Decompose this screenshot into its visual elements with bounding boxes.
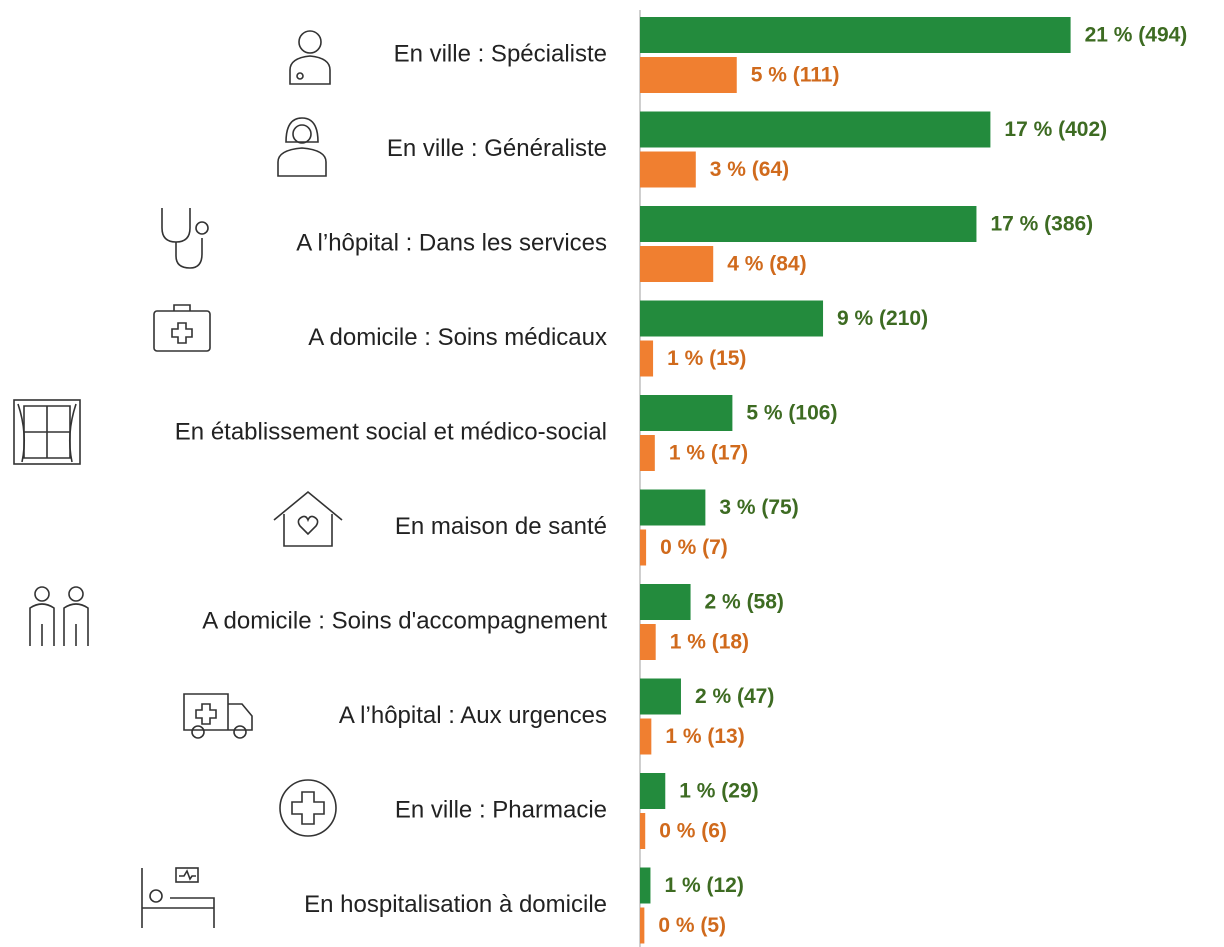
icon-generalist xyxy=(277,117,327,177)
bar xyxy=(640,57,737,93)
value-label: 17 % (386) xyxy=(990,213,1093,236)
bar xyxy=(640,867,651,904)
bar xyxy=(640,529,647,566)
bar xyxy=(640,907,645,944)
value-label: 1 % (29) xyxy=(679,780,758,803)
value-label: 0 % (7) xyxy=(660,536,728,559)
value-label: 0 % (6) xyxy=(659,820,727,843)
bar xyxy=(640,678,681,715)
value-label: 1 % (15) xyxy=(667,347,746,370)
category-label: A l’hôpital : Dans les services xyxy=(296,229,607,256)
value-label: 2 % (58) xyxy=(705,591,784,614)
value-label: 4 % (84) xyxy=(727,253,806,276)
bar xyxy=(640,300,824,337)
value-label: 17 % (402) xyxy=(1004,118,1107,141)
icon-people xyxy=(29,586,89,646)
icon-pharmacy xyxy=(279,779,337,837)
bar xyxy=(640,395,733,431)
icons xyxy=(13,30,343,928)
icon-window xyxy=(13,399,81,465)
bar xyxy=(640,340,654,377)
category-label: En établissement social et médico-social xyxy=(175,418,607,445)
value-label: 5 % (106) xyxy=(746,402,837,425)
value-label: 1 % (12) xyxy=(664,874,743,897)
value-label: 1 % (13) xyxy=(665,725,744,748)
category-label: En ville : Pharmacie xyxy=(395,796,607,823)
value-label: 0 % (5) xyxy=(658,914,726,937)
bar xyxy=(640,111,991,148)
icon-stethoscope xyxy=(161,208,209,269)
value-label: 21 % (494) xyxy=(1085,24,1188,47)
category-label: En ville : Spécialiste xyxy=(394,40,607,67)
value-label: 3 % (64) xyxy=(710,158,789,181)
value-label: 2 % (47) xyxy=(695,685,774,708)
icon-ambulance xyxy=(183,693,253,739)
value-label: 5 % (111) xyxy=(751,64,840,87)
bar xyxy=(640,489,706,526)
bar xyxy=(640,813,646,849)
category-label: En hospitalisation à domicile xyxy=(304,891,607,918)
icon-house xyxy=(273,490,343,547)
category-label: En ville : Généraliste xyxy=(387,135,607,162)
bar xyxy=(640,584,691,620)
value-label: 1 % (17) xyxy=(669,442,748,465)
bar xyxy=(640,435,655,471)
category-label: A domicile : Soins d'accompagnement xyxy=(202,607,607,634)
category-label: A domicile : Soins médicaux xyxy=(308,324,607,351)
bar xyxy=(640,773,666,809)
value-label: 1 % (18) xyxy=(670,631,749,654)
value-label: 9 % (210) xyxy=(837,307,928,330)
category-label: A l’hôpital : Aux urgences xyxy=(339,702,607,729)
value-label: 3 % (75) xyxy=(719,496,798,519)
category-label: En maison de santé xyxy=(395,513,607,540)
bar xyxy=(640,151,696,188)
bar xyxy=(640,718,652,755)
bar xyxy=(640,17,1071,53)
icon-bed xyxy=(141,867,215,928)
bar xyxy=(640,206,977,242)
bar xyxy=(640,624,656,660)
icon-specialist xyxy=(289,30,331,85)
icon-medkit xyxy=(153,304,211,352)
bar xyxy=(640,246,714,282)
